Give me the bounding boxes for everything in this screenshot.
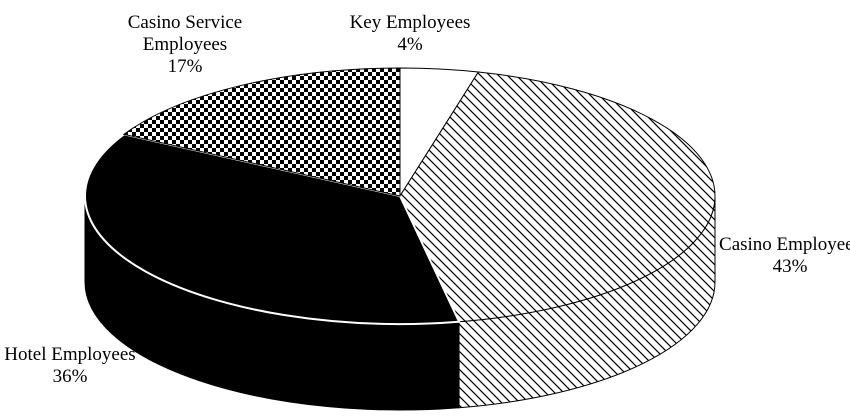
- value-label: 17%: [167, 56, 203, 77]
- value-label: 43%: [772, 256, 808, 277]
- slice-label: Hotel Employees 36%: [0, 344, 140, 388]
- category-name: Casino Service Employees: [127, 12, 243, 55]
- value-label: 4%: [397, 34, 423, 55]
- slice-top: [84, 133, 461, 325]
- slice-label: Key Employees 4%: [340, 12, 480, 56]
- slice-top: [122, 67, 401, 197]
- value-label: 36%: [52, 366, 88, 387]
- slice-label: Casino Service Employees 17%: [105, 12, 265, 78]
- category-name: Key Employees: [349, 12, 471, 33]
- category-name: Hotel Employees: [4, 344, 136, 365]
- category-name: Casino Employees: [719, 234, 850, 255]
- slice-top: [399, 71, 716, 323]
- slice-label: Casino Employees 43%: [715, 234, 850, 278]
